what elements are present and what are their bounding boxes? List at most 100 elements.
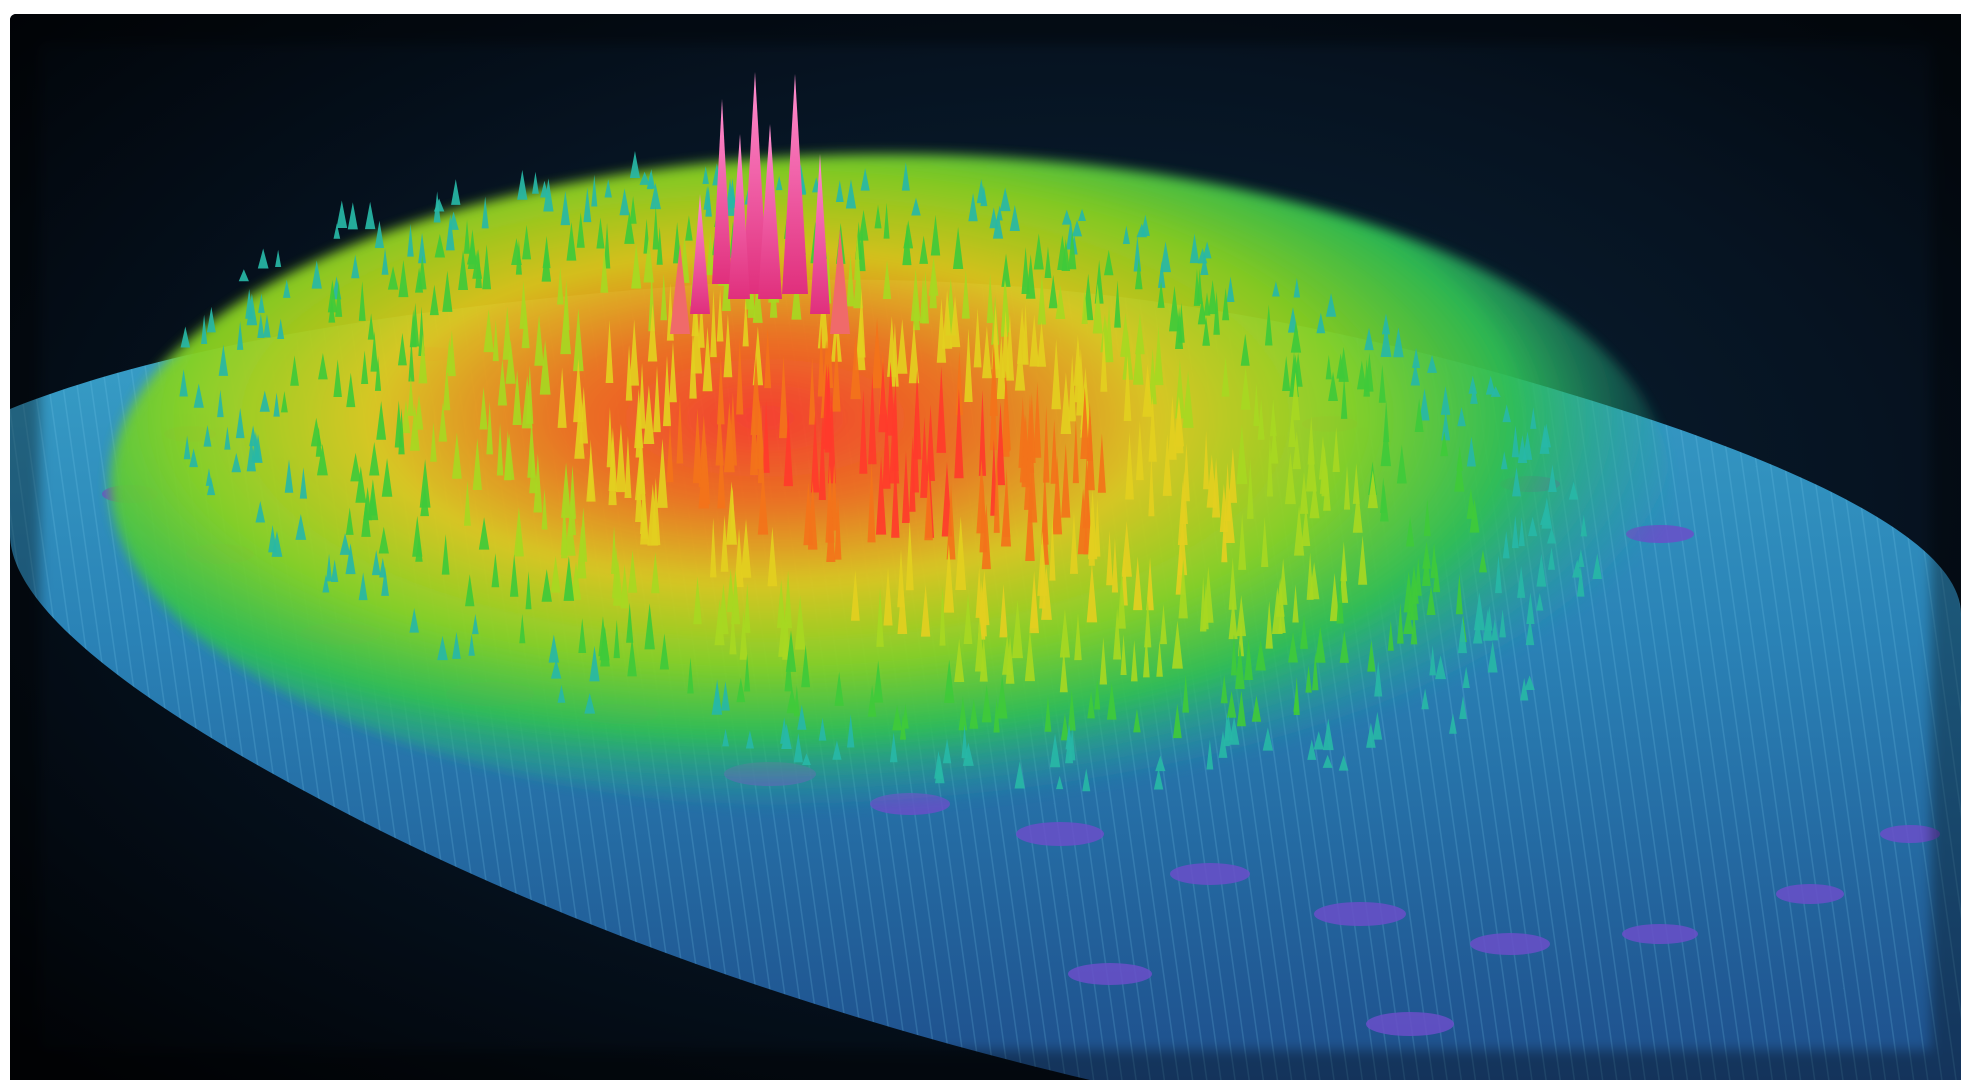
surface-spike (1236, 595, 1247, 637)
surface-spike (853, 256, 864, 309)
surface-spike (1153, 768, 1164, 790)
surface-spike (586, 446, 596, 502)
surface-spike (692, 408, 703, 484)
surface-spike (647, 484, 659, 546)
surface-spike (702, 326, 713, 392)
surface-spike (445, 214, 455, 251)
surface-spike (1068, 354, 1077, 422)
surface-spike (911, 197, 921, 216)
surface-spike (318, 353, 328, 380)
surface-spike (336, 200, 348, 228)
surface-spike (669, 341, 677, 403)
surface-spike (1218, 730, 1228, 758)
surface-spike (521, 375, 533, 429)
surface-spike (1005, 314, 1015, 381)
surface-spike (437, 635, 448, 661)
surface-spike (619, 188, 630, 216)
surface-spike (1462, 666, 1470, 688)
surface-spike (996, 675, 1008, 719)
surface-spike (374, 220, 385, 249)
surface-spike (651, 552, 660, 594)
surface-spike (1410, 362, 1421, 386)
surface-spike (1240, 366, 1251, 410)
surface-spike (277, 318, 285, 339)
surface-spike (874, 204, 882, 229)
surface-spike (1094, 678, 1101, 710)
surface-spike (557, 684, 566, 703)
surface-spike (327, 279, 337, 313)
surface-spike (398, 408, 405, 455)
surface-spike (482, 244, 492, 290)
surface-spike (767, 526, 778, 587)
surface-spike (954, 638, 965, 683)
surface-spike (1328, 371, 1338, 401)
surface-spike (381, 248, 389, 275)
surface-spike (783, 411, 794, 487)
surface-spike (981, 684, 992, 723)
surface-spike (409, 403, 420, 451)
surface-spike (271, 530, 283, 557)
surface-spike (657, 438, 668, 508)
surface-spike (1142, 363, 1153, 417)
surface-spike (794, 595, 806, 650)
surface-spike (1208, 279, 1218, 315)
surface-spike (859, 389, 868, 474)
surface-spike (257, 313, 265, 339)
surface-spike (415, 267, 424, 293)
surface-spike (299, 467, 308, 499)
surface-spike (578, 618, 587, 653)
surface-spike (504, 430, 512, 481)
surface-spike (517, 169, 528, 200)
surface-spike (1405, 516, 1415, 547)
surface-spike (929, 258, 937, 309)
surface-spike (315, 426, 322, 457)
surface-spike (1240, 333, 1250, 366)
surface-spike (1322, 754, 1333, 768)
surface-spike (711, 682, 723, 715)
surface-spike (515, 520, 524, 557)
surface-spike (1352, 486, 1363, 533)
surface-spike (295, 513, 307, 540)
surface-spike (1148, 395, 1157, 462)
surface-spike (415, 536, 423, 562)
surface-spike (479, 386, 488, 430)
surface-spike (1175, 359, 1185, 419)
surface-spike (561, 462, 572, 518)
surface-spike (1172, 703, 1182, 739)
surface-spike (996, 402, 1006, 486)
surface-spike (1339, 630, 1349, 663)
surface-spike (521, 303, 530, 349)
surface-spike (608, 438, 617, 506)
surface-spike (1309, 479, 1320, 519)
surface-spike (729, 608, 737, 655)
surface-spike (920, 584, 931, 637)
surface-spike (1454, 455, 1465, 492)
surface-spike (1494, 555, 1502, 594)
surface-spike (253, 434, 263, 463)
surface-spike (515, 239, 522, 275)
surface-spike (926, 404, 936, 481)
surface-spike (1524, 675, 1535, 691)
surface-spike (322, 574, 330, 593)
surface-spike (1120, 634, 1127, 675)
surface-spike (1219, 483, 1229, 532)
surface-spike (463, 219, 471, 254)
surface-spike (1432, 561, 1441, 593)
surface-spike (757, 404, 765, 484)
surface-spike (721, 681, 730, 711)
surface-spike (635, 468, 643, 522)
surface-spike (246, 437, 256, 472)
surface-spike (543, 178, 554, 212)
surface-spike (891, 323, 899, 387)
surface-spike (1525, 617, 1535, 646)
surface-spike (1530, 407, 1537, 429)
surface-spike (1000, 278, 1009, 337)
surface-spike (1071, 220, 1083, 237)
surface-spike (1146, 557, 1154, 611)
surface-spike (626, 602, 634, 643)
surface-spike (1169, 285, 1180, 332)
surface-spike (1202, 317, 1211, 346)
surface-spike (560, 512, 568, 559)
surface-spike (1133, 708, 1141, 733)
surface-spike (934, 755, 945, 784)
